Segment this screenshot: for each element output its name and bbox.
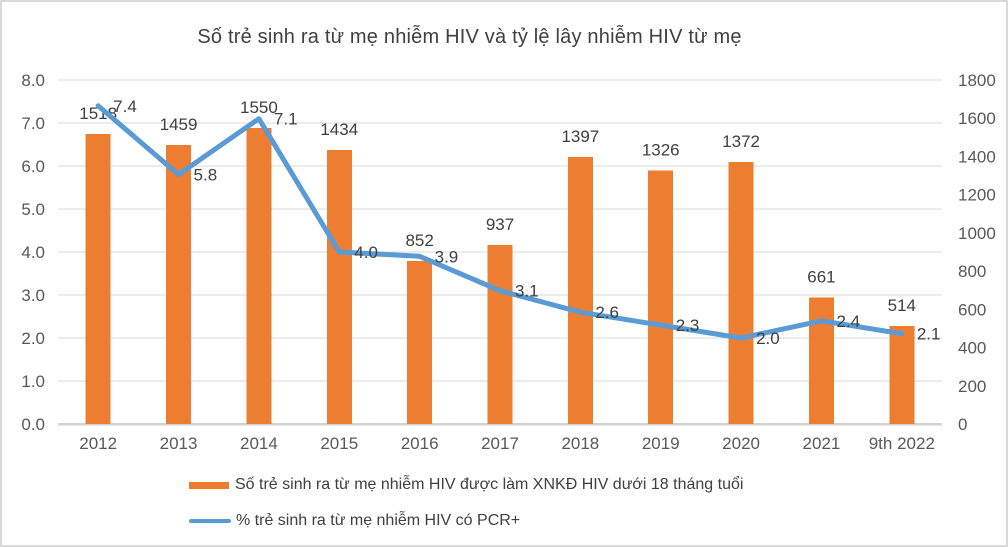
bar-value-label: 661 (807, 268, 835, 287)
bar (246, 127, 272, 425)
right-axis-tick-label: 1800 (958, 71, 996, 90)
bar (166, 145, 192, 424)
category-label: 2012 (79, 434, 117, 453)
category-label: 2020 (722, 434, 760, 453)
bar (326, 149, 352, 425)
line-value-label: 7.1 (274, 110, 298, 129)
bar-value-label: 1434 (320, 120, 358, 139)
bar-value-label: 1459 (160, 115, 198, 134)
legend-label-bar-series: Số trẻ sinh ra từ mẹ nhiễm HIV được làm … (235, 476, 744, 493)
category-label: 2015 (320, 434, 358, 453)
category-label: 2019 (642, 434, 680, 453)
bar-value-label: 1550 (240, 98, 278, 117)
right-axis-tick-label: 1400 (958, 147, 996, 166)
right-axis-tick-label: 400 (958, 339, 986, 358)
left-axis-tick-label: 8.0 (21, 71, 45, 90)
left-axis-tick-label: 3.0 (21, 286, 45, 305)
category-label: 2014 (240, 434, 278, 453)
bar (808, 297, 834, 424)
bar-value-label: 852 (405, 231, 433, 250)
category-label: 9th 2022 (869, 434, 935, 453)
chart-title: Số trẻ sinh ra từ mẹ nhiễm HIV và tỷ lệ … (197, 26, 742, 48)
category-label: 2021 (803, 434, 841, 453)
left-axis-tick-label: 0.0 (21, 415, 45, 434)
line-value-label: 2.0 (756, 329, 780, 348)
bar-value-label: 1518 (79, 104, 117, 123)
bar-value-label: 1326 (642, 141, 680, 160)
bar-value-label: 1397 (561, 127, 599, 146)
line-series-swatch (189, 519, 231, 523)
series-line (95, 103, 905, 341)
category-label: 2017 (481, 434, 519, 453)
legend-item-bar-series: Số trẻ sinh ra từ mẹ nhiễm HIV được làm … (189, 476, 743, 494)
bar (85, 133, 111, 425)
line-value-label: 2.6 (595, 303, 619, 322)
line-value-label: 2.3 (676, 316, 700, 335)
right-axis-tick-label: 1000 (958, 224, 996, 243)
bar (487, 244, 513, 424)
right-axis-tick-label: 600 (958, 300, 986, 319)
bar (728, 161, 754, 424)
legend-label-line-series: % trẻ sinh ra từ mẹ nhiễm HIV có PCR+ (236, 512, 521, 529)
line-value-label: 2.4 (836, 312, 860, 331)
category-label: 2018 (561, 434, 599, 453)
category-label: 2013 (160, 434, 198, 453)
right-axis-tick-label: 1200 (958, 186, 996, 205)
right-axis-tick-label: 1600 (958, 109, 996, 128)
left-axis-tick-label: 7.0 (21, 114, 45, 133)
left-axis-tick-label: 6.0 (21, 157, 45, 176)
category-label: 2016 (401, 434, 439, 453)
left-axis-tick-label: 2.0 (21, 329, 45, 348)
left-axis-tick-label: 5.0 (21, 200, 45, 219)
line-value-label: 5.8 (194, 166, 218, 185)
line-value-label: 7.4 (113, 97, 137, 116)
bar-value-label: 514 (888, 296, 916, 315)
bar (648, 170, 674, 424)
bar-value-label: 937 (486, 215, 514, 234)
line-value-label: 4.0 (354, 243, 378, 262)
line-value-label: 3.1 (515, 282, 539, 301)
bar-value-label: 1372 (722, 132, 760, 151)
line-value-label: 2.1 (917, 325, 941, 344)
right-axis-tick-label: 200 (958, 377, 986, 396)
legend-item-line-series: % trẻ sinh ra từ mẹ nhiễm HIV có PCR+ (189, 512, 520, 530)
bar (407, 261, 433, 424)
left-axis-tick-label: 4.0 (21, 243, 45, 262)
line-value-label: 3.9 (435, 247, 459, 266)
right-axis-tick-label: 0 (958, 415, 967, 434)
right-axis-tick-label: 800 (958, 262, 986, 281)
bar-series-swatch (189, 481, 229, 489)
left-axis-tick-label: 1.0 (21, 372, 45, 391)
bar (567, 157, 593, 425)
bar (889, 325, 915, 424)
